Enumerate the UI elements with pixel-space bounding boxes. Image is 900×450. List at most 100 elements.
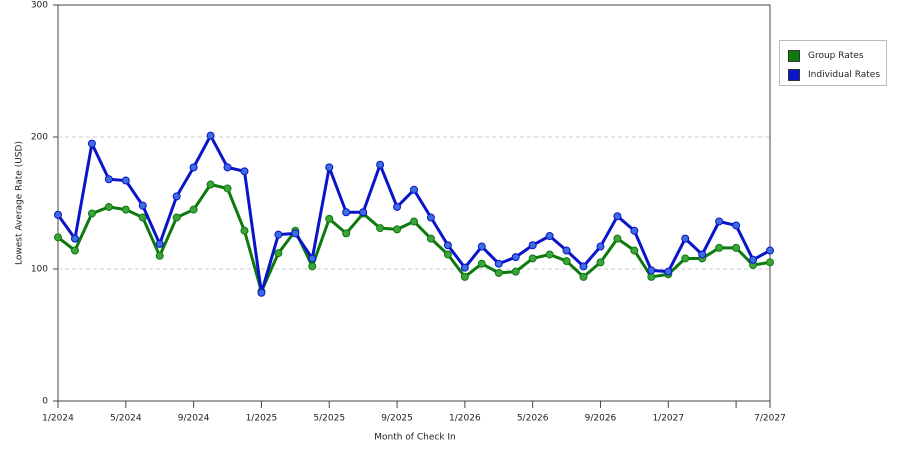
point (715, 217, 724, 226)
point (477, 242, 486, 251)
point (325, 214, 334, 223)
point (223, 184, 232, 193)
point (681, 254, 690, 263)
point (460, 263, 469, 272)
point (359, 208, 368, 217)
point (647, 272, 656, 281)
point (579, 272, 588, 281)
point (664, 267, 673, 276)
point (596, 258, 605, 267)
point (732, 221, 741, 230)
point (240, 167, 249, 176)
point (613, 234, 622, 243)
point (410, 185, 418, 194)
point (342, 208, 351, 217)
y-tick-label: 300 (31, 1, 48, 11)
x-tick-label: 1/2025 (246, 414, 278, 424)
point (189, 163, 198, 172)
point (325, 163, 334, 172)
point (766, 246, 774, 255)
legend-item: Group Rates (788, 46, 886, 65)
y-tick-label: 100 (31, 265, 48, 275)
legend: Group Rates Individual Rates (779, 40, 887, 86)
point (274, 249, 283, 258)
x-tick-label: 5/2025 (313, 414, 345, 424)
point (545, 250, 554, 259)
point (511, 267, 520, 276)
x-tick-label: 9/2025 (381, 414, 413, 424)
x-tick-label: 7/2027 (754, 414, 786, 424)
point (545, 232, 554, 240)
point (104, 202, 113, 211)
point (206, 180, 215, 189)
legend-item: Individual Rates (788, 65, 886, 84)
point (70, 246, 79, 255)
point (138, 201, 147, 210)
point (121, 205, 130, 214)
point (308, 254, 317, 263)
legend-label: Individual Rates (808, 69, 881, 80)
x-tick-label: 1/2024 (42, 414, 74, 424)
point (749, 255, 758, 264)
point (494, 268, 503, 277)
point (426, 234, 435, 243)
point (630, 246, 639, 255)
point (155, 251, 164, 260)
y-tick-label: 200 (31, 133, 48, 143)
point (257, 288, 266, 297)
y-tick-label: 0 (42, 397, 48, 407)
x-tick-label: 9/2026 (585, 414, 617, 424)
point (104, 175, 113, 184)
point (87, 209, 96, 218)
point (70, 234, 79, 243)
point (681, 234, 690, 243)
point (528, 254, 537, 263)
point (715, 243, 724, 252)
point (562, 246, 571, 255)
point (155, 239, 164, 248)
point (393, 202, 402, 211)
point (732, 243, 741, 252)
point (698, 250, 707, 259)
x-tick-label: 5/2026 (517, 414, 549, 424)
series-line (57, 183, 771, 293)
point (291, 229, 300, 238)
legend-label: Group Rates (808, 50, 864, 61)
point (138, 213, 147, 222)
point (189, 205, 198, 214)
point (240, 226, 249, 235)
point (477, 259, 486, 268)
point (426, 213, 435, 222)
point (206, 131, 215, 140)
point (562, 257, 571, 266)
point (460, 272, 469, 281)
point (376, 224, 385, 233)
legend-swatch (788, 49, 800, 62)
point (613, 212, 622, 221)
point (121, 176, 130, 185)
point (511, 253, 520, 262)
point (647, 266, 656, 275)
point (376, 160, 385, 169)
point (494, 259, 503, 268)
x-tick-label: 1/2026 (449, 414, 481, 424)
point (223, 163, 232, 172)
x-axis-label: Month of Check In (374, 433, 456, 443)
point (630, 226, 639, 235)
point (579, 262, 588, 271)
point (274, 230, 283, 239)
point (443, 250, 452, 259)
x-tick-label: 1/2027 (652, 414, 684, 424)
point (54, 233, 62, 242)
legend-swatch (788, 68, 800, 81)
point (443, 241, 452, 250)
point (54, 210, 62, 219)
point (308, 262, 317, 271)
x-tick-label: 5/2024 (110, 414, 142, 424)
point (596, 242, 605, 251)
point (528, 241, 537, 250)
x-tick-label: 9/2024 (178, 414, 210, 424)
point (172, 192, 181, 201)
y-axis-label: Lowest Average Rate (USD) (15, 141, 25, 265)
